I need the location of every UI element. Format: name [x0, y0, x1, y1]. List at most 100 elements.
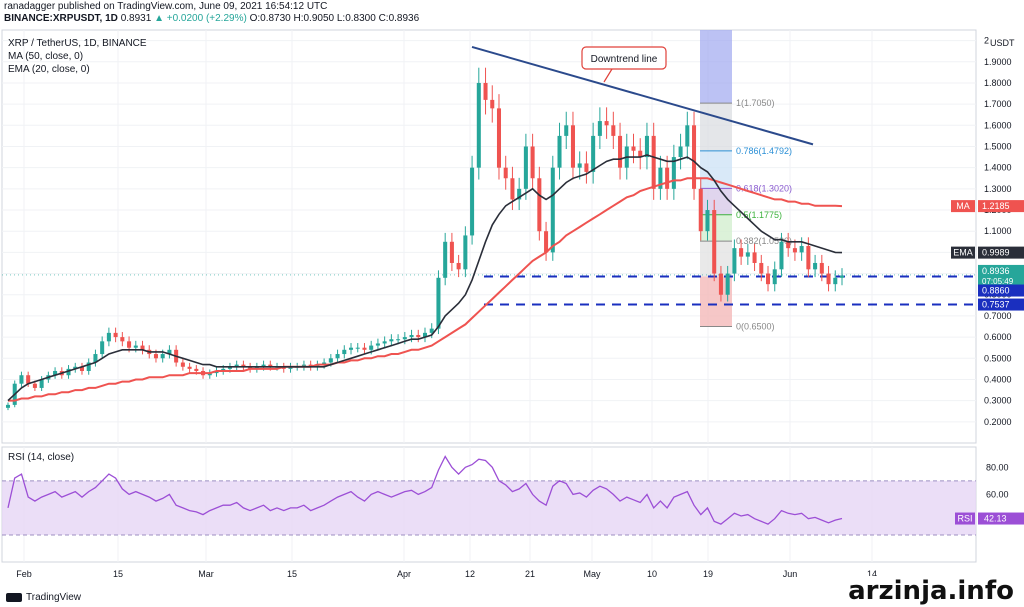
candle-body — [375, 343, 380, 346]
candle-body — [470, 167, 475, 236]
candle-body — [308, 364, 313, 367]
rsi-value-label: 42.13 — [984, 514, 1007, 524]
fib-extension-zone — [700, 30, 732, 104]
candle-body — [584, 163, 589, 172]
candle-body — [779, 241, 784, 270]
y-tick-label: 1.9000 — [984, 57, 1012, 67]
candle-body — [268, 364, 273, 367]
y-tick-label: 1.8000 — [984, 78, 1012, 88]
candle-body — [355, 347, 360, 349]
candle-body — [591, 135, 596, 172]
candle-body — [422, 332, 428, 338]
candle-body — [348, 347, 354, 350]
annotation-box — [581, 46, 667, 70]
candle-body — [382, 341, 387, 344]
rsi-value-badge — [978, 512, 1024, 525]
candle-body — [577, 163, 582, 168]
y-tick-label: 1.3000 — [984, 184, 1012, 194]
ohlc-values: O:0.8730 H:0.9050 L:0.8300 C:0.8936 — [249, 13, 420, 24]
candle-body — [550, 167, 555, 253]
fib-zone — [700, 103, 732, 151]
candle-body — [227, 366, 232, 369]
candle-body — [106, 332, 111, 342]
candle-body — [618, 135, 623, 168]
ema20-line — [7, 154, 843, 402]
ema-legend-label: EMA (20, close, 0) — [8, 64, 90, 75]
rsi-y-tick-label: 60.00 — [986, 489, 1009, 499]
fib-level-label: 0.5(1.1775) — [736, 210, 782, 220]
x-tick-label: 15 — [113, 569, 123, 579]
price-badge-value: 1.2185 — [982, 201, 1010, 211]
price-badge-value: 0.7537 — [982, 300, 1010, 310]
candle-body — [449, 241, 454, 263]
candle-body — [456, 262, 461, 270]
candle-body — [806, 246, 811, 270]
candle-body — [557, 135, 562, 168]
candle-body — [194, 368, 199, 371]
candle-body — [510, 178, 515, 200]
y-tick-label: 1.6000 — [984, 120, 1012, 130]
chart-title-label: XRP / TetherUS, 1D, BINANCE — [8, 38, 147, 49]
candle-body — [322, 362, 327, 365]
price-badge-value: 0.8936 — [982, 266, 1010, 276]
price-badge — [978, 298, 1024, 311]
candle-body — [167, 349, 172, 355]
candle-body — [826, 273, 831, 285]
candle-body — [523, 146, 528, 189]
x-tick-label: 12 — [465, 569, 475, 579]
candle-body — [5, 404, 11, 408]
y-tick-label: 0.3000 — [984, 396, 1012, 406]
candle-body — [463, 235, 468, 270]
price-badge-timer: 07:05:49 — [982, 277, 1014, 286]
main-pane-frame — [1, 29, 977, 444]
candle-body — [799, 246, 804, 253]
candle-body — [66, 368, 71, 376]
tradingview-logo-icon — [6, 593, 22, 602]
candle-body — [342, 349, 347, 355]
candle-body — [712, 210, 717, 274]
candle-body — [362, 347, 367, 350]
watermark: arzinja.info — [844, 576, 1018, 606]
x-tick-label: 15 — [287, 569, 297, 579]
fib-level-label: 1(1.7050) — [736, 98, 775, 108]
candle-body — [658, 167, 663, 189]
candle-body — [476, 82, 481, 168]
candle-body — [221, 368, 226, 371]
candle-body — [671, 157, 676, 189]
candle-body — [436, 277, 441, 329]
candle-body — [530, 146, 535, 179]
candle-body — [73, 366, 78, 369]
candle-body — [597, 121, 602, 136]
x-tick-label: Mar — [198, 569, 214, 579]
y-tick-label: 0.2000 — [984, 417, 1012, 427]
y-tick-label: 1.1000 — [984, 226, 1012, 236]
y-tick-label: 2 — [984, 36, 989, 46]
x-tick-label: 14 — [867, 569, 877, 579]
candle-body — [496, 108, 502, 168]
candle-body — [86, 362, 91, 371]
x-tick-label: Apr — [397, 569, 411, 579]
candle-body — [19, 375, 24, 384]
publisher-line: ranadagger published on TradingView.com,… — [4, 1, 328, 12]
candle-body — [429, 328, 434, 333]
candle-body — [564, 125, 569, 136]
candle-body — [483, 82, 488, 100]
candle-body — [153, 354, 158, 359]
candle-body — [396, 339, 401, 341]
candle-body — [241, 364, 246, 367]
candle-body — [692, 125, 697, 189]
candle-body — [644, 135, 649, 158]
candle-body — [772, 269, 777, 285]
candle-body — [301, 364, 306, 367]
candle-body — [79, 366, 85, 371]
candle-body — [685, 125, 690, 147]
candle-body — [39, 379, 44, 388]
annotation-label: Downtrend line — [591, 54, 658, 65]
fib-level-label: 0.382(1.0530) — [736, 236, 792, 246]
candle-body — [819, 262, 824, 274]
rsi-tag — [955, 512, 975, 525]
candle-body — [335, 354, 340, 359]
candle-body — [631, 146, 636, 151]
rsi-y-tick-label: 80.00 — [986, 462, 1009, 472]
